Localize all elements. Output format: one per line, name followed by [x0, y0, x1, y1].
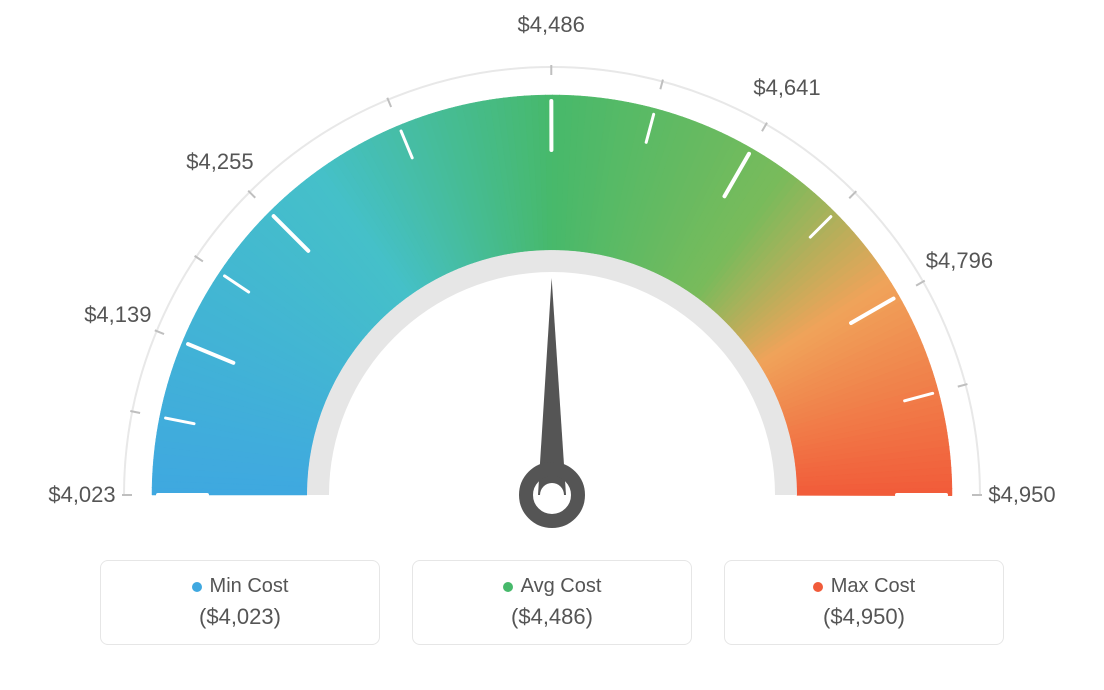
legend-value-min: ($4,023) — [125, 604, 355, 630]
legend-dot-min — [192, 582, 202, 592]
gauge-tick-label: $4,950 — [988, 482, 1055, 508]
legend-title-avg-text: Avg Cost — [521, 575, 602, 597]
gauge-tick-label: $4,486 — [518, 12, 585, 38]
legend-title-avg: Avg Cost — [437, 575, 667, 598]
legend-row: Min Cost ($4,023) Avg Cost ($4,486) Max … — [0, 560, 1104, 665]
legend-card-min: Min Cost ($4,023) — [100, 560, 380, 645]
gauge-tick-label: $4,023 — [48, 482, 115, 508]
legend-dot-max — [813, 582, 823, 592]
legend-dot-avg — [503, 582, 513, 592]
legend-title-min: Min Cost — [125, 575, 355, 598]
gauge-tick-label: $4,139 — [84, 302, 151, 328]
legend-card-avg: Avg Cost ($4,486) — [412, 560, 692, 645]
legend-title-max-text: Max Cost — [831, 575, 915, 597]
legend-value-avg: ($4,486) — [437, 604, 667, 630]
legend-title-max: Max Cost — [749, 575, 979, 598]
gauge-chart: $4,023 $4,139 $4,255 $4,486 $4,641 $4,796 $4,9… — [0, 0, 1104, 560]
legend-value-max: ($4,950) — [749, 604, 979, 630]
legend-title-min-text: Min Cost — [210, 575, 289, 597]
legend-card-max: Max Cost ($4,950) — [724, 560, 1004, 645]
gauge-tick-label: $4,641 — [753, 75, 820, 101]
gauge-tick-label: $4,796 — [926, 248, 993, 274]
gauge-svg — [0, 0, 1104, 560]
gauge-tick-label: $4,255 — [186, 149, 253, 175]
